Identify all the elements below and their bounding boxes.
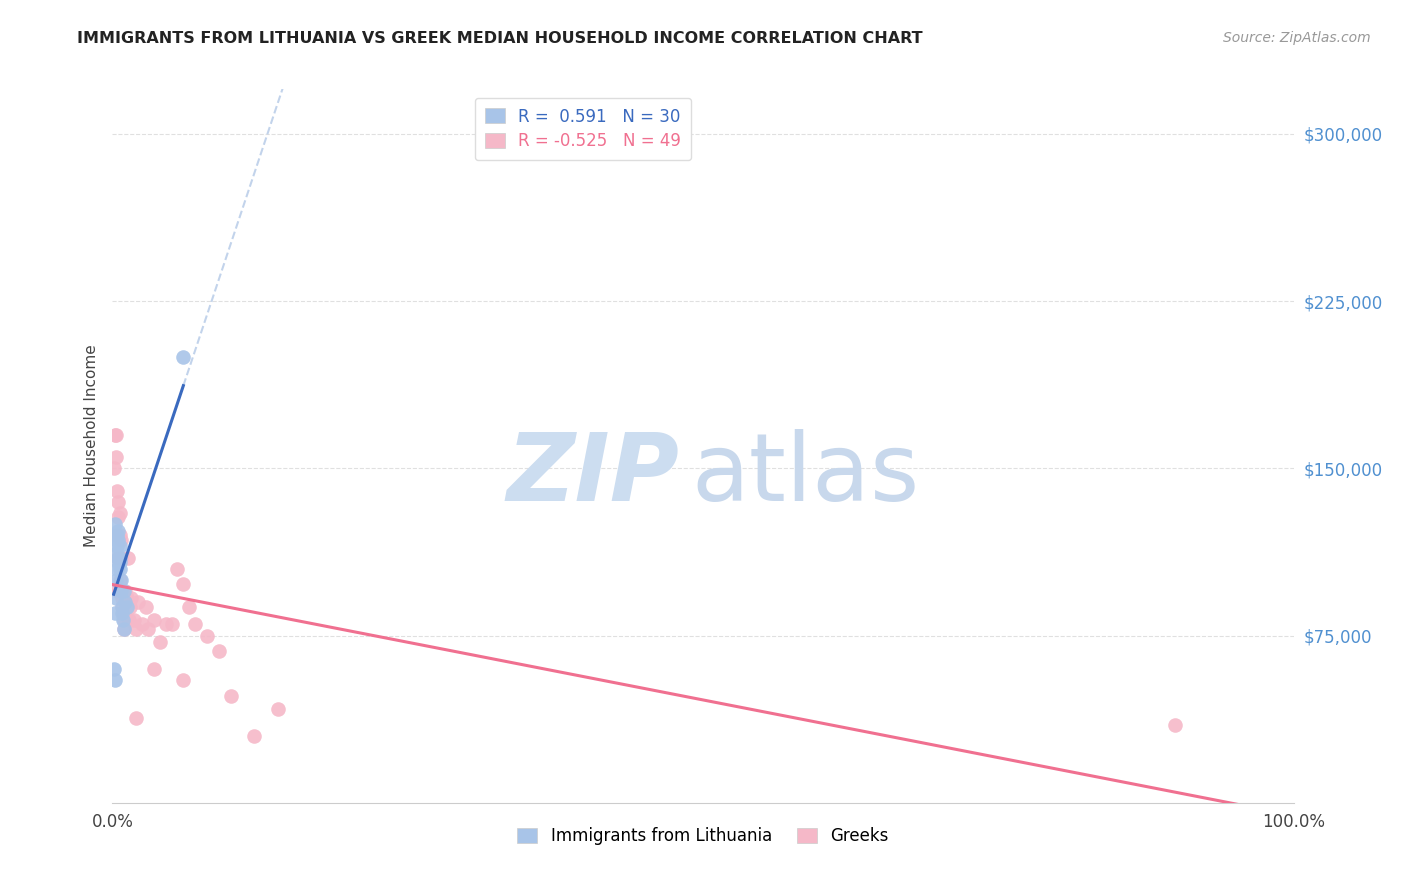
Point <box>122 613 145 627</box>
Point <box>112 613 135 627</box>
Legend: Immigrants from Lithuania, Greeks: Immigrants from Lithuania, Greeks <box>510 821 896 852</box>
Point <box>1164 717 1187 731</box>
Point <box>135 599 157 614</box>
Point <box>105 539 128 553</box>
Point <box>219 689 242 703</box>
Point <box>105 450 128 464</box>
Point <box>108 555 131 569</box>
Point <box>120 599 142 614</box>
Point <box>179 599 201 614</box>
Point <box>104 516 127 531</box>
Text: atlas: atlas <box>692 428 920 521</box>
Point <box>107 510 129 524</box>
Point <box>120 591 142 605</box>
Point <box>172 350 194 364</box>
Point <box>115 599 138 614</box>
Point <box>110 550 132 565</box>
Point <box>111 591 134 605</box>
Point <box>105 573 128 587</box>
Point <box>108 562 131 576</box>
Point <box>110 533 132 547</box>
Point <box>112 613 135 627</box>
Point <box>108 528 131 542</box>
Point <box>195 628 218 642</box>
Point <box>127 595 149 609</box>
Point <box>105 528 128 542</box>
Point <box>105 546 128 560</box>
Point <box>107 550 129 565</box>
Point <box>136 622 159 636</box>
Point <box>110 573 132 587</box>
Point <box>105 427 128 442</box>
Point <box>208 644 231 658</box>
Point <box>107 533 129 547</box>
Text: ZIP: ZIP <box>506 428 679 521</box>
Point <box>103 461 125 475</box>
Point <box>108 539 131 553</box>
Point <box>105 483 128 498</box>
Point <box>149 635 172 649</box>
Point <box>108 550 131 565</box>
Point <box>115 591 138 605</box>
Point <box>142 613 165 627</box>
Point <box>267 702 290 716</box>
Point <box>104 673 127 687</box>
Point <box>172 673 194 687</box>
Point <box>114 595 136 609</box>
Point <box>118 613 141 627</box>
Point <box>112 622 135 636</box>
Point <box>105 583 128 598</box>
Point <box>160 617 183 632</box>
Point <box>103 662 125 676</box>
Point <box>105 533 128 547</box>
Point <box>166 562 188 576</box>
Point <box>111 607 134 621</box>
Point <box>103 528 125 542</box>
Point <box>125 622 148 636</box>
Point <box>107 555 129 569</box>
Point <box>111 599 134 614</box>
Point <box>117 550 139 565</box>
Point <box>112 607 135 621</box>
Point <box>107 524 129 538</box>
Point <box>108 573 131 587</box>
Point <box>108 506 131 520</box>
Point <box>107 550 129 565</box>
Point <box>104 427 127 442</box>
Point <box>105 528 128 542</box>
Point <box>125 711 148 725</box>
Point <box>105 562 128 576</box>
Y-axis label: Median Household Income: Median Household Income <box>83 344 98 548</box>
Point <box>105 591 128 605</box>
Point <box>107 494 129 508</box>
Text: Source: ZipAtlas.com: Source: ZipAtlas.com <box>1223 31 1371 45</box>
Point <box>111 599 134 614</box>
Point <box>131 617 153 632</box>
Point <box>114 583 136 598</box>
Text: IMMIGRANTS FROM LITHUANIA VS GREEK MEDIAN HOUSEHOLD INCOME CORRELATION CHART: IMMIGRANTS FROM LITHUANIA VS GREEK MEDIA… <box>77 31 922 46</box>
Point <box>172 577 194 591</box>
Point <box>155 617 177 632</box>
Point <box>184 617 207 632</box>
Point <box>243 729 266 743</box>
Point <box>112 622 135 636</box>
Point <box>104 607 127 621</box>
Point <box>142 662 165 676</box>
Point <box>112 583 135 598</box>
Point <box>110 583 132 598</box>
